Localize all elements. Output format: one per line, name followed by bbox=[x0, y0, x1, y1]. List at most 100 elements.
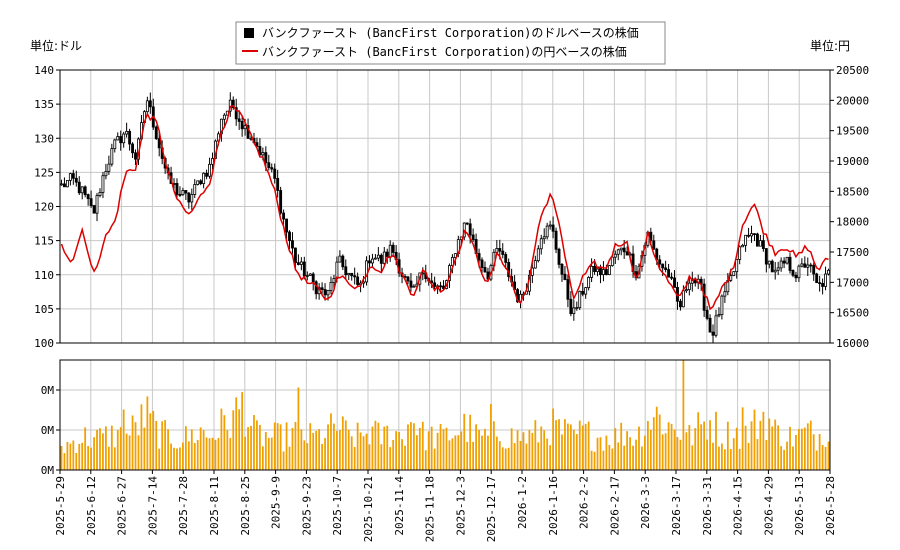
volume-bar bbox=[581, 425, 584, 470]
candle-body bbox=[184, 190, 188, 194]
volume-tick-label: 0M bbox=[41, 384, 55, 397]
candle-body bbox=[350, 272, 354, 277]
candle-body bbox=[788, 256, 792, 271]
volume-bar bbox=[575, 434, 578, 470]
candle-body bbox=[782, 260, 786, 264]
volume-bar bbox=[741, 407, 744, 470]
volume-bar bbox=[569, 424, 572, 470]
volume-bar bbox=[596, 437, 599, 470]
candle-body bbox=[368, 260, 371, 264]
candle-body bbox=[584, 287, 588, 295]
candle-body bbox=[797, 265, 801, 279]
volume-bar bbox=[99, 428, 101, 470]
volume-bar bbox=[649, 429, 652, 470]
volume-bar bbox=[102, 433, 104, 470]
volume-bar bbox=[377, 422, 380, 470]
candle-body bbox=[504, 254, 508, 263]
candle-body bbox=[711, 331, 715, 336]
volume-bar bbox=[644, 435, 646, 470]
candle-body bbox=[770, 260, 774, 273]
volume-bar bbox=[445, 427, 448, 470]
volume-bar bbox=[469, 414, 472, 470]
volume-bar bbox=[718, 446, 720, 470]
volume-bar bbox=[712, 442, 714, 470]
candle-body bbox=[687, 282, 691, 291]
candle-body bbox=[619, 247, 623, 251]
volume-bar bbox=[735, 427, 738, 470]
candle-body bbox=[77, 181, 81, 194]
right-tick-label: 20000 bbox=[836, 94, 869, 107]
candle-body bbox=[723, 291, 727, 297]
candle-body bbox=[794, 274, 798, 279]
candle-body bbox=[764, 248, 768, 265]
volume-bar bbox=[173, 447, 175, 470]
candle-body bbox=[756, 233, 759, 247]
candle-body bbox=[702, 283, 706, 311]
candle-body bbox=[714, 315, 718, 336]
volume-bar bbox=[259, 424, 261, 470]
volume-bar bbox=[244, 436, 246, 470]
left-tick-label: 100 bbox=[34, 337, 54, 350]
candle-body bbox=[465, 222, 469, 225]
candle-body bbox=[681, 290, 685, 308]
volume-bar bbox=[806, 423, 809, 470]
candle-body bbox=[86, 194, 90, 200]
volume-bar bbox=[179, 447, 181, 470]
candle-body bbox=[809, 264, 813, 267]
volume-bar bbox=[774, 419, 777, 470]
candle-body bbox=[773, 269, 777, 273]
volume-bar bbox=[792, 446, 794, 470]
volume-bar bbox=[448, 440, 451, 470]
x-tick-label: 2026-3-17 bbox=[670, 476, 683, 536]
candle-body bbox=[65, 180, 69, 188]
candle-body bbox=[181, 190, 185, 195]
grid-lines bbox=[59, 69, 831, 471]
candle-body bbox=[178, 194, 182, 196]
candle-body bbox=[187, 192, 191, 203]
candle-body bbox=[353, 275, 357, 278]
volume-bar bbox=[110, 425, 113, 470]
volume-bar bbox=[324, 438, 326, 470]
volume-bar bbox=[632, 445, 634, 470]
volume-bar bbox=[190, 429, 193, 470]
volume-bar bbox=[694, 428, 697, 470]
candle-body bbox=[276, 177, 280, 191]
volume-bar bbox=[602, 450, 605, 470]
volume-bar bbox=[350, 436, 353, 470]
volume-bar bbox=[789, 426, 791, 470]
legend-box bbox=[235, 21, 666, 65]
candle-body bbox=[92, 205, 96, 214]
candle-body bbox=[453, 253, 457, 258]
candle-body bbox=[365, 260, 368, 283]
volume-bar bbox=[744, 425, 747, 470]
volume-bar bbox=[552, 408, 554, 470]
volume-bar bbox=[549, 445, 552, 470]
volume-bar bbox=[747, 442, 750, 470]
volume-bar bbox=[454, 435, 457, 470]
candle-body bbox=[240, 121, 244, 130]
candle-body bbox=[824, 273, 827, 287]
candle-body bbox=[175, 183, 179, 195]
candle-body bbox=[551, 224, 555, 232]
volume-bar bbox=[798, 428, 800, 470]
candle-body bbox=[89, 198, 93, 206]
volume-bar bbox=[229, 438, 232, 470]
candle-body bbox=[323, 289, 327, 296]
volume-bar bbox=[664, 433, 667, 470]
right-tick-label: 16500 bbox=[836, 307, 869, 320]
volume-bar bbox=[525, 443, 528, 470]
volume-bar bbox=[427, 431, 430, 470]
volume-bar bbox=[208, 438, 211, 470]
volume-bar bbox=[732, 438, 735, 470]
candle-body bbox=[409, 280, 413, 288]
volume-bar bbox=[421, 421, 424, 470]
x-axis-ticks: 2025-5-29 2025-6-12 2025-6-27 2025-7-14 2025… bbox=[54, 470, 837, 542]
volume-bar bbox=[729, 448, 732, 470]
candle-body bbox=[779, 260, 783, 269]
candle-body bbox=[116, 136, 120, 141]
candle-body bbox=[625, 251, 629, 256]
candle-body bbox=[468, 223, 472, 236]
volume-bar bbox=[780, 446, 783, 470]
volume-bar bbox=[623, 445, 626, 470]
